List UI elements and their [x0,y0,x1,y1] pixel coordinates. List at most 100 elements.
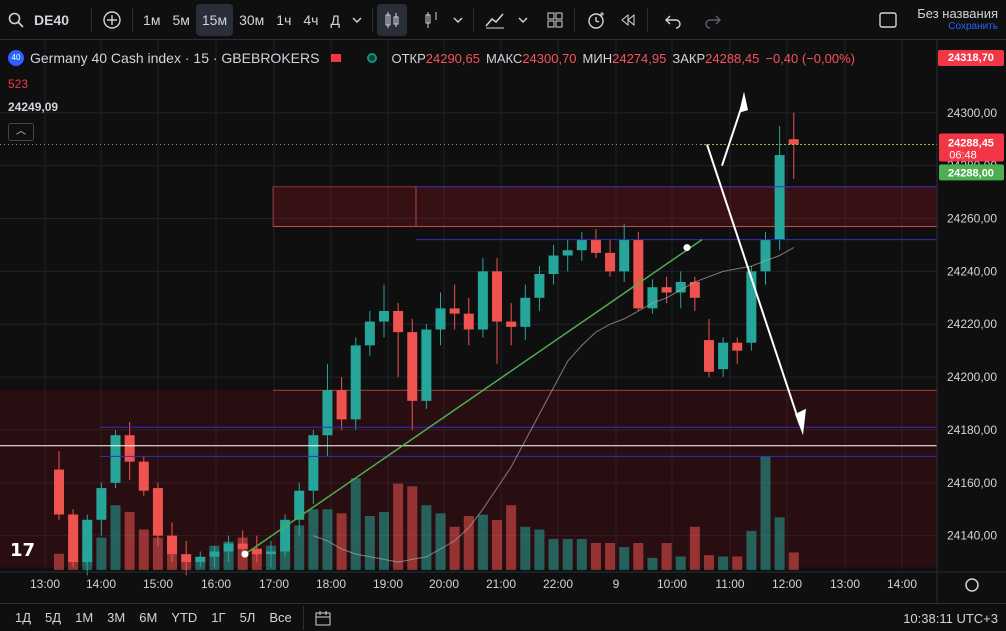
chart-type-icon[interactable] [478,4,512,36]
legend-title[interactable]: Germany 40 Cash index · 15 · GBEBROKERS [30,50,320,66]
candle [124,435,135,462]
replay-icon[interactable] [613,4,643,36]
y-tick-label: 24160,00 [947,476,997,490]
candle [209,551,220,557]
last-price-tag [939,133,1004,162]
volume-bar [562,538,573,570]
candle [463,313,474,330]
candle [308,435,319,491]
divider [646,7,648,32]
candle [506,321,517,327]
close-label: ЗАКР [672,50,706,66]
volume-bar [548,538,559,570]
candle [421,329,432,401]
x-tick-label: 16:00 [201,577,231,591]
chevron-down-icon[interactable] [512,4,534,36]
candle [477,271,488,330]
volume-bar [308,509,319,570]
candle [181,554,192,563]
candle [96,488,107,520]
interval-1m[interactable]: 1м [143,11,161,28]
range-1m[interactable]: 1М [75,610,94,625]
volume-bar [96,537,107,570]
layout-grid-icon[interactable] [540,4,570,36]
alert-clock-icon[interactable] [579,4,613,36]
volume-bar [506,505,517,570]
candle [746,271,757,343]
candle [251,548,262,555]
symbol-badge: 40 [8,50,24,66]
last-price-text: 24288,45 [948,138,994,150]
range-5d[interactable]: 5Д [45,610,62,625]
x-tick-label: 17:00 [259,577,289,591]
candle [576,239,587,251]
x-tick-label: 20:00 [429,577,459,591]
arrowhead [795,408,806,436]
candle [364,321,375,346]
range-ytd[interactable]: YTD [171,610,198,625]
clock[interactable]: 10:38:11 UTC+3 [903,611,998,626]
range-1y[interactable]: 1Г [211,610,226,625]
volume-bar [463,516,474,570]
resistance-zone [272,186,938,227]
candle [195,556,206,563]
indicators-icon[interactable] [417,4,447,36]
search-icon[interactable] [2,4,30,36]
candle [280,519,291,552]
volume-bar [774,517,785,570]
volume-bar [732,556,743,570]
price-chart[interactable]: 24300,0024280,0024260,0024240,0024220,00… [0,40,1006,603]
x-tick-label: 14:00 [86,577,116,591]
collapse-legend-button[interactable]: ︿ [8,123,34,141]
interval-15m[interactable]: 15м [195,3,234,36]
layout-checkbox-icon[interactable] [872,4,904,36]
y-tick-label: 24300,00 [947,106,997,120]
candle [449,308,460,314]
range-6m[interactable]: 6М [139,610,158,625]
candle [619,239,630,272]
tradingview-logo[interactable]: 𝟭𝟳 [10,540,36,560]
candle [294,490,305,520]
interval-30m[interactable]: 30м [239,11,265,28]
x-tick-label: 9 [613,577,620,591]
flag-icon[interactable] [331,54,342,62]
volume-bar [350,478,361,570]
undo-icon[interactable] [658,4,688,36]
volume-bar [675,556,686,570]
open-value: 24290,65 [425,50,480,66]
add-symbol-icon[interactable] [96,4,128,36]
top-toolbar: DE40 1м 5м 15м 30м 1ч 4ч Д [0,0,1006,40]
candle [82,519,93,563]
candles-icon[interactable] [376,3,407,36]
volume-bar [492,520,503,570]
interval-1d[interactable]: Д [330,11,340,28]
settings-gear-icon[interactable] [965,578,979,592]
interval-4h[interactable]: 4ч [303,11,319,28]
range-all[interactable]: Все [269,610,292,625]
layout-name[interactable]: Без названия Сохранить [917,6,998,32]
candle [562,250,573,256]
range-1d[interactable]: 1Д [15,610,32,625]
chevron-down-icon[interactable] [346,4,368,36]
save-layout-link[interactable]: Сохранить [948,21,998,32]
volume-bar [633,543,644,570]
chevron-down-icon[interactable] [447,4,469,36]
calendar-icon[interactable] [308,602,338,631]
y-tick-label: 24240,00 [947,264,997,278]
bottom-toolbar: 1Д 5Д 1М 3М 6М YTD 1Г 5Л Все 10:38:11 UT… [0,603,1006,631]
interval-5m[interactable]: 5м [172,11,190,28]
volume-bar [435,513,446,570]
symbol-name[interactable]: DE40 [34,11,70,28]
range-5y[interactable]: 5Л [239,610,256,625]
candle [336,390,347,420]
redo-icon[interactable] [698,4,728,36]
candle [68,514,79,563]
interval-1h[interactable]: 1ч [276,11,292,28]
trend-anchor [241,550,249,558]
x-tick-label: 22:00 [543,577,573,591]
range-3m[interactable]: 3М [107,610,126,625]
candle [548,255,559,274]
low-value: 24274,95 [612,50,667,66]
countdown-text: 06:48 [949,150,977,162]
x-tick-label: 14:00 [887,577,917,591]
